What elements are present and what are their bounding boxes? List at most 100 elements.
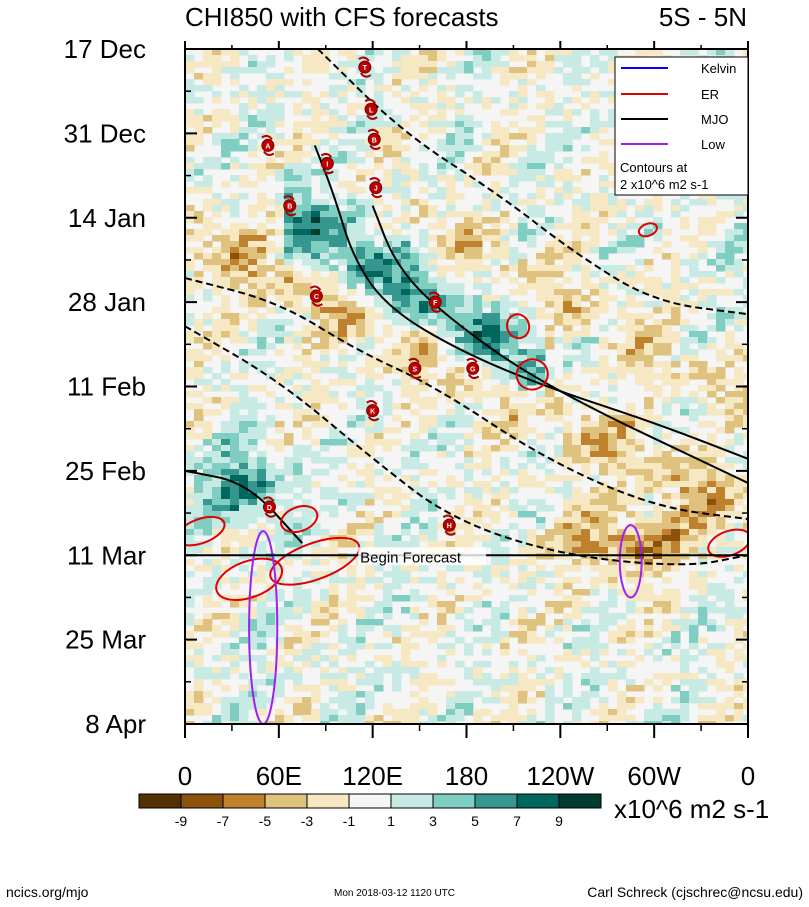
shading-cell [500,271,510,278]
shading-cell [275,637,285,644]
shading-cell [446,625,456,632]
shading-cell [491,61,501,68]
storm-label: B [372,137,377,144]
shading-cell [743,415,748,422]
shading-cell [194,421,204,428]
shading-cell [563,505,573,512]
shading-cell [518,289,528,296]
shading-cell [662,565,672,572]
shading-cell [410,271,420,278]
shading-cell [671,601,681,608]
shading-cell [401,721,411,724]
shading-cell [302,655,312,662]
shading-cell [716,253,726,260]
shading-cell [374,643,384,650]
shading-cell [590,73,600,80]
shading-cell [284,217,294,224]
shading-cell [671,637,681,644]
shading-cell [230,199,240,206]
shading-cell [626,577,636,584]
shading-cell [248,139,258,146]
shading-cell [392,367,402,374]
shading-cell [635,211,645,218]
shading-cell [725,505,735,512]
shading-cell [617,277,627,284]
shading-cell [230,139,240,146]
shading-cell [455,115,465,122]
shading-cell [266,163,276,170]
shading-cell [626,601,636,608]
shading-cell [185,319,195,326]
shading-cell [230,223,240,230]
shading-cell [509,523,519,530]
shading-cell [716,289,726,296]
shading-cell [698,679,708,686]
shading-cell [347,187,357,194]
shading-cell [482,601,492,608]
shading-cell [482,355,492,362]
shading-cell [491,331,501,338]
shading-cell [644,469,654,476]
shading-cell [302,715,312,722]
shading-cell [644,715,654,722]
shading-cell [239,487,249,494]
shading-cell [275,607,285,614]
shading-cell [257,595,267,602]
shading-cell [563,331,573,338]
shading-cell [617,691,627,698]
shading-cell [554,397,564,404]
shading-cell [428,421,438,428]
shading-cell [563,55,573,62]
shading-cell [464,499,474,506]
shading-cell [320,607,330,614]
shading-cell [617,271,627,278]
shading-cell [347,463,357,470]
shading-cell [392,115,402,122]
shading-cell [320,367,330,374]
shading-cell [590,631,600,638]
shading-cell [734,265,744,272]
shading-cell [599,301,609,308]
shading-cell [743,223,748,230]
shading-cell [491,613,501,620]
shading-cell [545,109,555,116]
shading-cell [743,283,748,290]
shading-cell [635,595,645,602]
shading-cell [518,253,528,260]
shading-cell [338,127,348,134]
shading-cell [203,343,213,350]
shading-cell [185,547,195,554]
shading-cell [455,379,465,386]
forecast-marker: Begin Forecast [185,547,748,566]
shading-cell [527,229,537,236]
shading-cell [509,415,519,422]
shading-cell [671,721,681,724]
shading-cell [347,283,357,290]
shading-cell [347,223,357,230]
shading-cell [374,433,384,440]
shading-cell [554,295,564,302]
shading-cell [410,589,420,596]
shading-cell [446,283,456,290]
shading-cell [230,265,240,272]
shading-cell [365,619,375,626]
shading-cell [392,181,402,188]
shading-cell [266,277,276,284]
shading-cell [698,517,708,524]
shading-cell [680,223,690,230]
shading-cell [428,181,438,188]
shading-cell [617,499,627,506]
shading-cell [491,97,501,104]
shading-cell [203,703,213,710]
shading-cell [599,535,609,542]
shading-cell [455,421,465,428]
shading-cell [527,577,537,584]
shading-cell [509,583,519,590]
shading-cell [725,481,735,488]
shading-cell [185,247,195,254]
shading-cell [392,595,402,602]
shading-cell [311,379,321,386]
shading-cell [248,619,258,626]
shading-cell [716,595,726,602]
shading-cell [302,337,312,344]
